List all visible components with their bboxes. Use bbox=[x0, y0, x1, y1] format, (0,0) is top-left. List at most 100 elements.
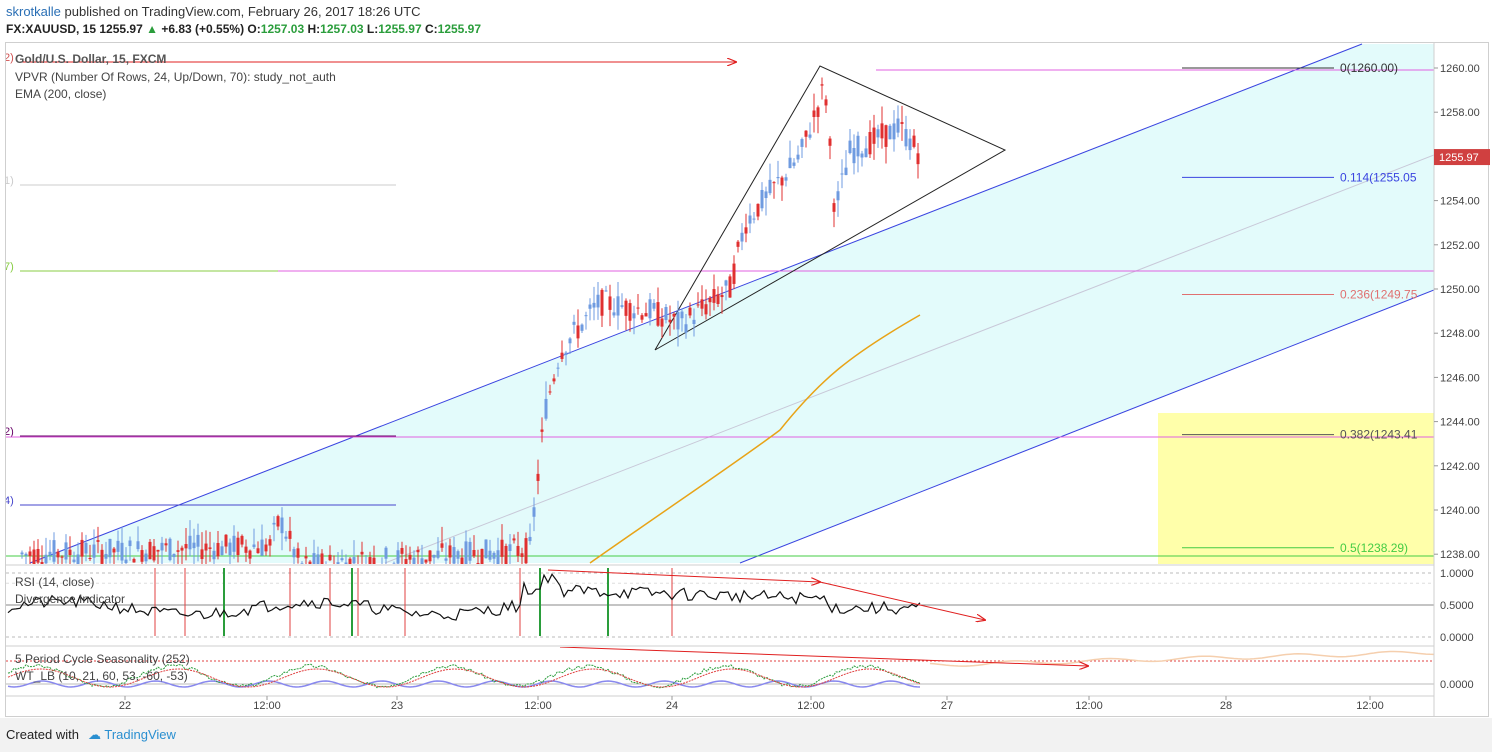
candle-body bbox=[600, 289, 604, 316]
open-value: 1257.03 bbox=[260, 22, 305, 36]
candle-body bbox=[104, 553, 108, 559]
y-tick-label: 1260.00 bbox=[1440, 63, 1480, 75]
ema-line bbox=[589, 314, 921, 564]
x-tick-label: 27 bbox=[941, 700, 953, 712]
candle-body bbox=[52, 540, 56, 562]
candle-body bbox=[820, 84, 824, 86]
candle-body bbox=[389, 569, 392, 571]
cloud-icon: ☁ bbox=[88, 727, 101, 742]
candle-body bbox=[44, 554, 48, 564]
candle-body bbox=[292, 549, 296, 558]
rsi-divergence-arrow bbox=[819, 581, 985, 620]
candle-body bbox=[156, 549, 160, 552]
candle-body bbox=[264, 544, 268, 552]
wt1-line bbox=[7, 663, 921, 689]
candle-body bbox=[288, 530, 292, 539]
up-arrow-icon: ▲ bbox=[146, 22, 158, 36]
candle-body bbox=[864, 148, 868, 158]
fib-level-label: 0.382(1243.41 bbox=[1340, 428, 1418, 442]
candle-body bbox=[256, 548, 260, 554]
candle-body bbox=[428, 550, 432, 562]
candle-body bbox=[452, 547, 456, 564]
candle-body bbox=[836, 191, 840, 201]
candle-body bbox=[148, 541, 152, 560]
candle-body bbox=[840, 173, 844, 175]
candle-body bbox=[212, 550, 216, 560]
candle-body bbox=[800, 139, 804, 147]
candle-body bbox=[912, 135, 916, 147]
candle-body bbox=[60, 556, 64, 558]
candle-body bbox=[184, 544, 188, 549]
candle-body bbox=[308, 561, 312, 564]
rsi-tick-label: 0.5000 bbox=[1440, 600, 1474, 612]
tradingview-logo[interactable]: ☁ TradingView bbox=[88, 727, 176, 743]
footer-bar: Created with ☁ TradingView bbox=[0, 718, 1492, 752]
candle-body bbox=[780, 177, 784, 186]
candle-body bbox=[552, 378, 556, 382]
y-tick-label: 1240.00 bbox=[1440, 505, 1480, 517]
candle-body bbox=[732, 263, 736, 284]
candle-body bbox=[196, 534, 200, 547]
candle-body bbox=[752, 218, 756, 220]
x-tick-label: 22 bbox=[119, 700, 131, 712]
candle-body bbox=[808, 134, 812, 138]
candle-body bbox=[136, 541, 140, 550]
candle-body bbox=[580, 324, 584, 331]
candle-body bbox=[312, 553, 316, 564]
candle-body bbox=[240, 535, 244, 545]
left-level-label: 7) bbox=[4, 261, 14, 273]
candle-body bbox=[408, 554, 412, 560]
candle-body bbox=[448, 545, 452, 558]
y-tick-label: 1258.00 bbox=[1440, 107, 1480, 119]
candle-body bbox=[708, 297, 712, 303]
candle-body bbox=[760, 189, 764, 209]
candle-body bbox=[584, 315, 588, 317]
candle-body bbox=[880, 123, 884, 139]
author-link[interactable]: skrotkalle bbox=[6, 4, 61, 19]
candle-body bbox=[440, 543, 444, 548]
candle-body bbox=[176, 550, 180, 552]
candle-body bbox=[636, 307, 640, 309]
candle-body bbox=[500, 539, 504, 557]
candle-body bbox=[76, 554, 80, 564]
open-label: O: bbox=[247, 22, 261, 36]
x-tick-label: 28 bbox=[1220, 700, 1232, 712]
x-tick-label: 12:00 bbox=[253, 700, 281, 712]
sea-tick-label: 0.0000 bbox=[1440, 679, 1474, 691]
candle-body bbox=[872, 127, 876, 144]
candle-body bbox=[476, 562, 480, 564]
candle-body bbox=[784, 177, 788, 181]
y-tick-label: 1242.00 bbox=[1440, 461, 1480, 473]
x-tick-label: 12:00 bbox=[1075, 700, 1103, 712]
y-tick-label: 1246.00 bbox=[1440, 372, 1480, 384]
candle-body bbox=[680, 311, 684, 319]
candle-body bbox=[116, 540, 120, 552]
candle-body bbox=[728, 276, 732, 298]
x-tick-label: 12:00 bbox=[1356, 700, 1384, 712]
candle-body bbox=[632, 313, 636, 319]
candle-body bbox=[224, 534, 228, 547]
y-tick-label: 1248.00 bbox=[1440, 328, 1480, 340]
rsi-tick-label: 0.0000 bbox=[1440, 632, 1474, 644]
fib-level-label: 0.114(1255.05 bbox=[1340, 170, 1417, 184]
candle-body bbox=[164, 543, 168, 546]
candle-body bbox=[692, 319, 696, 325]
candle-body bbox=[304, 556, 308, 559]
candle-body bbox=[296, 548, 300, 558]
candle-body bbox=[172, 553, 176, 558]
candle-body bbox=[124, 559, 128, 564]
candle-body bbox=[360, 551, 364, 555]
candle-body bbox=[456, 551, 460, 559]
channel-mid-line bbox=[384, 154, 1434, 564]
candle-body bbox=[524, 538, 528, 564]
legend-divergence: Divergence Indicator bbox=[15, 592, 126, 606]
header-bar: skrotkalle published on TradingView.com,… bbox=[0, 0, 1492, 42]
candle-body bbox=[268, 539, 272, 546]
candle-body bbox=[668, 319, 672, 323]
seasonality-projection bbox=[929, 650, 1434, 667]
candle-body bbox=[896, 118, 900, 133]
candle-body bbox=[648, 299, 652, 319]
candle-body bbox=[160, 542, 164, 551]
candle-body bbox=[700, 299, 704, 309]
